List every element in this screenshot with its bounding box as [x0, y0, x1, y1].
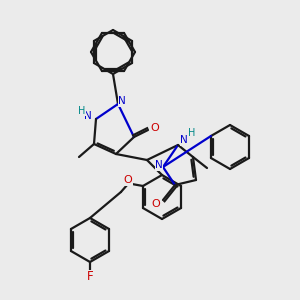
- Text: H: H: [78, 106, 86, 116]
- Text: N: N: [118, 96, 126, 106]
- Text: N: N: [155, 160, 163, 170]
- Text: O: O: [151, 123, 159, 133]
- Text: N: N: [180, 135, 188, 145]
- Text: F: F: [87, 271, 93, 284]
- Text: N: N: [84, 111, 92, 121]
- Text: H: H: [188, 128, 196, 138]
- Text: O: O: [152, 199, 160, 209]
- Text: O: O: [124, 175, 132, 185]
